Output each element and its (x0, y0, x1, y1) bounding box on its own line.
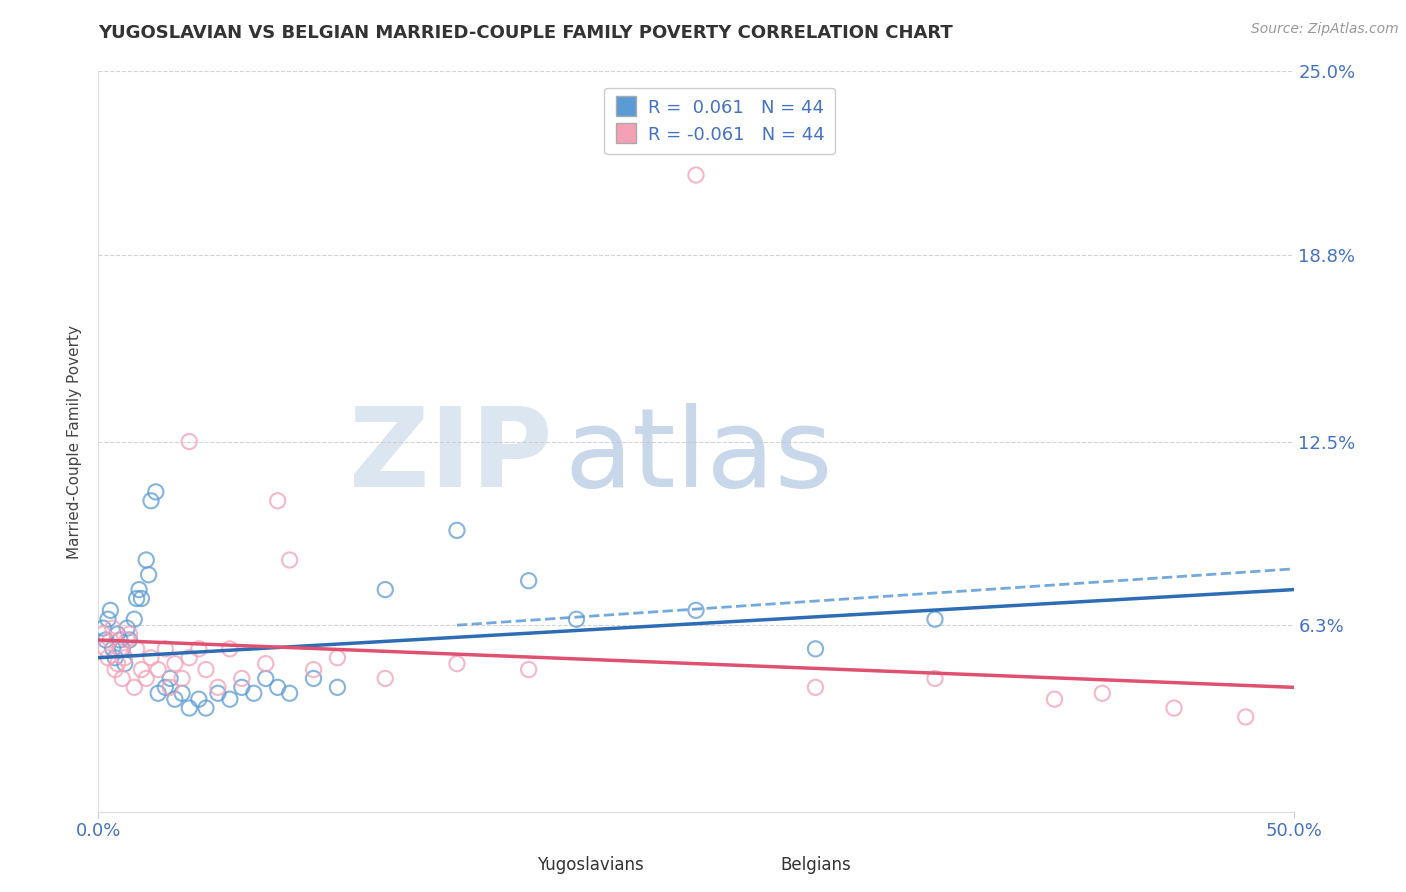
Point (267, 681, 290, 695)
Point (159, 672, 181, 686)
Point (278, 686, 301, 700)
Point (302, 663, 325, 677)
Point (118, 627, 141, 641)
Point (517, 574, 540, 588)
Point (107, 657, 129, 671)
Point (374, 582, 396, 597)
Point (139, 493, 162, 508)
Point (374, 672, 396, 686)
Point (804, 641, 827, 656)
Point (94, 632, 117, 647)
Point (101, 641, 124, 656)
Point (124, 681, 146, 695)
Point (187, 641, 209, 656)
Point (219, 692, 242, 706)
Point (446, 524, 468, 538)
Point (685, 603, 707, 617)
Point (302, 672, 325, 686)
Point (179, 650, 201, 665)
Point (179, 701, 201, 715)
Point (326, 650, 349, 665)
Point (685, 168, 707, 182)
Point (131, 663, 153, 677)
Point (124, 612, 146, 626)
Point (804, 681, 827, 695)
Point (145, 484, 167, 499)
Point (163, 657, 186, 671)
Point (155, 641, 177, 656)
Point (159, 681, 181, 695)
Text: Belgians: Belgians (780, 856, 851, 874)
Point (97, 612, 120, 626)
Point (91, 621, 114, 635)
Point (115, 632, 138, 647)
Point (179, 434, 201, 449)
Point (924, 672, 946, 686)
Point (1091, 686, 1114, 700)
Point (125, 641, 148, 656)
Point (139, 650, 162, 665)
Text: atlas: atlas (565, 403, 832, 510)
Point (135, 553, 157, 567)
Text: Yugoslavians: Yugoslavians (537, 856, 644, 874)
Point (128, 582, 150, 597)
Point (91, 627, 114, 641)
Point (1163, 701, 1185, 715)
Point (172, 686, 194, 700)
Point (131, 591, 153, 606)
Point (565, 612, 588, 626)
Point (231, 672, 253, 686)
Point (101, 621, 124, 635)
Point (195, 701, 218, 715)
Text: Source: ZipAtlas.com: Source: ZipAtlas.com (1251, 22, 1399, 37)
Point (243, 686, 266, 700)
Point (517, 663, 540, 677)
Point (254, 672, 277, 686)
Legend: R =  0.061   N = 44, R = -0.061   N = 44: R = 0.061 N = 44, R = -0.061 N = 44 (605, 87, 835, 154)
Point (98, 603, 122, 617)
Point (207, 681, 229, 695)
Point (108, 641, 131, 656)
Point (97, 650, 120, 665)
Point (326, 681, 349, 695)
Point (219, 641, 242, 656)
Point (125, 591, 148, 606)
Point (94, 641, 117, 656)
Point (104, 663, 127, 677)
Point (446, 657, 468, 671)
Point (108, 632, 131, 647)
Point (924, 612, 946, 626)
Point (111, 672, 134, 686)
Point (111, 641, 134, 656)
Text: ZIP: ZIP (349, 403, 553, 510)
Point (114, 657, 136, 671)
Point (207, 686, 229, 700)
Point (267, 493, 290, 508)
Point (98, 632, 122, 647)
Point (254, 657, 277, 671)
Point (1234, 710, 1257, 724)
Point (155, 681, 177, 695)
Text: YUGOSLAVIAN VS BELGIAN MARRIED-COUPLE FAMILY POVERTY CORRELATION CHART: YUGOSLAVIAN VS BELGIAN MARRIED-COUPLE FA… (98, 24, 953, 42)
Point (172, 672, 194, 686)
Point (278, 553, 301, 567)
Point (104, 650, 127, 665)
Y-axis label: Married-Couple Family Poverty: Married-Couple Family Poverty (67, 325, 83, 558)
Point (118, 632, 141, 647)
Point (148, 663, 170, 677)
Point (114, 650, 136, 665)
Point (187, 692, 209, 706)
Point (231, 681, 253, 695)
Point (107, 627, 129, 641)
Point (138, 567, 160, 582)
Point (148, 686, 170, 700)
Point (135, 672, 157, 686)
Point (1043, 692, 1066, 706)
Point (195, 663, 218, 677)
Point (163, 692, 186, 706)
Point (115, 621, 138, 635)
